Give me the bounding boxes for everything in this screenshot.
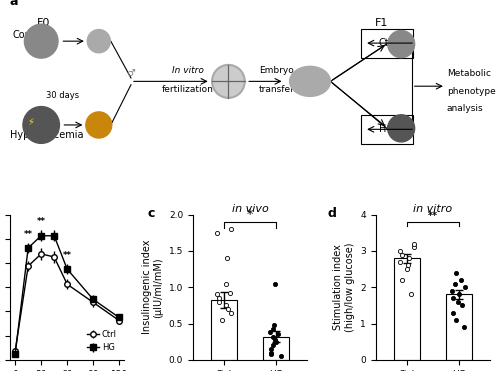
Text: **: ** bbox=[36, 217, 46, 226]
Point bbox=[222, 280, 230, 286]
Point bbox=[269, 342, 277, 348]
Text: Embryo: Embryo bbox=[259, 66, 294, 75]
Point bbox=[272, 339, 280, 345]
Point bbox=[277, 353, 285, 359]
Point bbox=[274, 331, 281, 337]
Point bbox=[410, 244, 418, 250]
Point bbox=[218, 317, 226, 323]
Point bbox=[213, 292, 221, 298]
Point bbox=[396, 259, 404, 265]
Point bbox=[458, 277, 466, 283]
Point bbox=[404, 255, 412, 261]
Point bbox=[270, 322, 278, 328]
Text: HG: HG bbox=[380, 124, 394, 134]
Point bbox=[403, 266, 411, 272]
Point bbox=[214, 299, 222, 305]
Text: phenotype: phenotype bbox=[447, 86, 496, 96]
Bar bbox=[211, 299, 237, 360]
Point bbox=[226, 290, 234, 296]
Text: Metabolic: Metabolic bbox=[447, 69, 491, 78]
Circle shape bbox=[212, 65, 244, 98]
Circle shape bbox=[388, 115, 414, 142]
Text: **: ** bbox=[428, 211, 438, 221]
Text: ♂: ♂ bbox=[126, 68, 136, 78]
Text: In vitro: In vitro bbox=[172, 66, 203, 75]
Point bbox=[214, 295, 222, 301]
Circle shape bbox=[388, 30, 414, 58]
Text: *: * bbox=[247, 208, 253, 221]
Text: F0: F0 bbox=[36, 19, 50, 29]
Text: c: c bbox=[147, 207, 154, 220]
Text: d: d bbox=[328, 207, 336, 220]
Point bbox=[449, 295, 457, 301]
Point bbox=[451, 280, 459, 286]
Circle shape bbox=[88, 30, 110, 53]
FancyBboxPatch shape bbox=[361, 115, 412, 144]
Point bbox=[410, 241, 418, 247]
Text: 30 days: 30 days bbox=[46, 91, 80, 101]
Text: **: ** bbox=[24, 230, 32, 239]
Ellipse shape bbox=[290, 66, 331, 96]
Y-axis label: Stimulation index
(high/low glucose): Stimulation index (high/low glucose) bbox=[333, 243, 354, 332]
Circle shape bbox=[23, 106, 60, 143]
Bar bbox=[394, 258, 420, 360]
Point bbox=[272, 280, 280, 286]
Point bbox=[448, 288, 456, 294]
Y-axis label: Insulinogenic index
(μIU/ml/mM): Insulinogenic index (μIU/ml/mM) bbox=[142, 240, 163, 335]
Circle shape bbox=[86, 112, 112, 138]
Point bbox=[396, 248, 404, 254]
Circle shape bbox=[24, 24, 58, 58]
Bar bbox=[263, 336, 289, 360]
Text: Control: Control bbox=[12, 30, 48, 40]
Bar bbox=[446, 295, 472, 360]
Text: Ctrl: Ctrl bbox=[378, 38, 396, 48]
Point bbox=[448, 310, 456, 316]
Point bbox=[408, 292, 416, 298]
FancyBboxPatch shape bbox=[361, 29, 412, 58]
Text: F1: F1 bbox=[375, 19, 388, 29]
Title: in vitro: in vitro bbox=[414, 204, 453, 214]
Point bbox=[268, 326, 276, 332]
Point bbox=[267, 349, 275, 355]
Point bbox=[460, 324, 468, 330]
Point bbox=[268, 334, 276, 339]
Text: transfer: transfer bbox=[258, 85, 294, 94]
Point bbox=[461, 284, 469, 290]
Point bbox=[224, 306, 232, 312]
Text: a: a bbox=[10, 0, 18, 8]
Point bbox=[398, 252, 406, 257]
Point bbox=[271, 336, 279, 342]
Text: analysis: analysis bbox=[447, 105, 484, 114]
Point bbox=[222, 302, 230, 308]
Point bbox=[228, 226, 235, 232]
Title: in vivo: in vivo bbox=[232, 204, 268, 214]
Point bbox=[266, 329, 274, 335]
Point bbox=[454, 299, 462, 305]
Point bbox=[212, 230, 220, 236]
Point bbox=[267, 346, 275, 352]
Legend: Ctrl, HG: Ctrl, HG bbox=[84, 327, 120, 356]
Point bbox=[227, 310, 235, 316]
Point bbox=[268, 351, 276, 357]
Point bbox=[452, 317, 460, 323]
Point bbox=[224, 255, 232, 261]
Point bbox=[458, 302, 466, 308]
Text: fertilization: fertilization bbox=[162, 85, 214, 94]
Text: ⚡: ⚡ bbox=[26, 116, 34, 127]
Point bbox=[455, 292, 463, 298]
Point bbox=[404, 262, 412, 268]
Point bbox=[452, 270, 460, 276]
Text: Hyperglycemia: Hyperglycemia bbox=[10, 129, 84, 139]
Point bbox=[398, 277, 406, 283]
Text: **: ** bbox=[62, 251, 72, 260]
